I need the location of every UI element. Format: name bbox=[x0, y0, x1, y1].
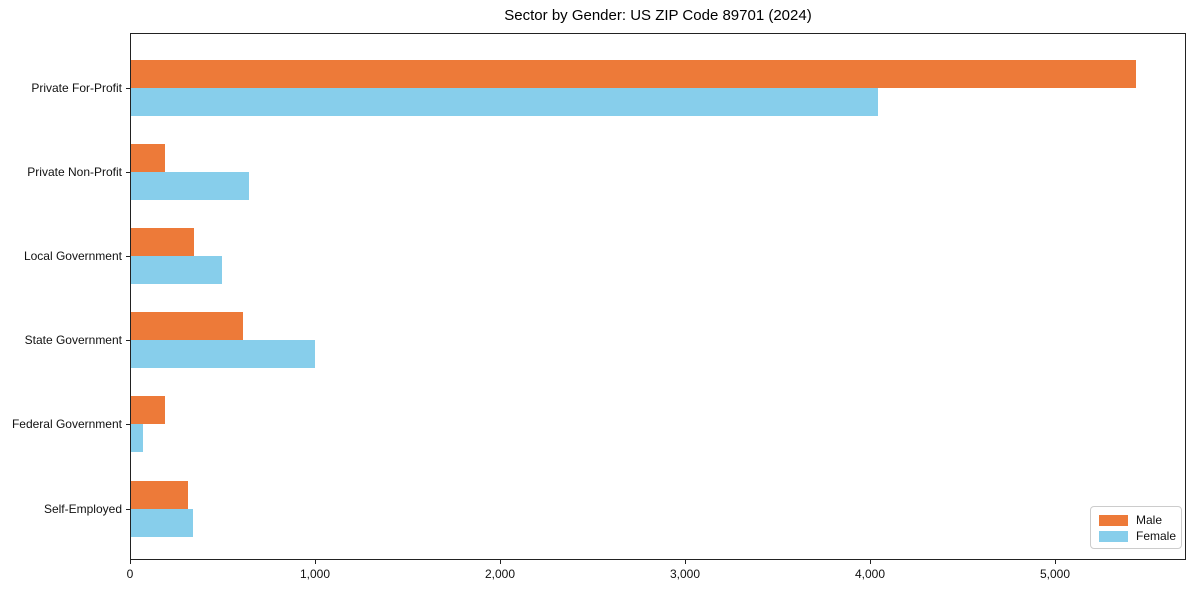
x-tick bbox=[870, 560, 871, 564]
legend-swatch-male bbox=[1099, 514, 1128, 526]
x-tick bbox=[130, 560, 131, 564]
y-tick bbox=[126, 424, 130, 426]
bar-male-local-government bbox=[131, 227, 194, 256]
y-tick bbox=[126, 171, 130, 173]
x-tick-label-5-000: 5,000 bbox=[1040, 567, 1071, 581]
x-tick bbox=[685, 560, 686, 564]
y-label-state-government: State Government bbox=[24, 333, 122, 348]
x-tick bbox=[500, 560, 501, 564]
bar-female-private-for-profit bbox=[131, 87, 878, 116]
y-tick bbox=[126, 340, 130, 342]
y-label-federal-government: Federal Government bbox=[11, 417, 122, 432]
bar-male-self-employed bbox=[131, 480, 188, 509]
bar-female-federal-government bbox=[131, 424, 143, 453]
bar-female-state-government bbox=[131, 340, 315, 369]
y-label-local-government: Local Government bbox=[23, 248, 122, 263]
x-tick-label-1-000: 1,000 bbox=[299, 567, 331, 581]
x-tick bbox=[1055, 560, 1057, 564]
bar-male-private-for-profit bbox=[131, 59, 1136, 88]
x-tick bbox=[315, 560, 316, 564]
y-label-self-employed: Self-Employed bbox=[43, 501, 122, 516]
x-tick-label-0: 0 bbox=[126, 567, 134, 581]
x-tick-label-4-000: 4,000 bbox=[854, 567, 886, 581]
plot-area bbox=[130, 33, 1186, 560]
x-tick-label-2-000: 2,000 bbox=[484, 567, 516, 581]
y-tick bbox=[126, 508, 130, 510]
bar-male-state-government bbox=[131, 312, 243, 341]
legend-label-female: Female bbox=[1136, 529, 1177, 543]
y-label-private-non-profit: Private Non-Profit bbox=[27, 164, 122, 179]
legend-entry-female: Female bbox=[1099, 528, 1181, 544]
bar-male-federal-government bbox=[131, 396, 165, 425]
x-tick-label-3-000: 3,000 bbox=[669, 567, 701, 581]
legend-entry-male: Male bbox=[1099, 512, 1181, 528]
legend: Male Female bbox=[1090, 506, 1182, 549]
chart-title: Sector by Gender: US ZIP Code 89701 (202… bbox=[504, 7, 812, 24]
legend-swatch-female bbox=[1099, 530, 1128, 542]
y-tick bbox=[126, 255, 130, 257]
bar-female-self-employed bbox=[131, 508, 193, 537]
bar-male-private-non-profit bbox=[131, 143, 165, 172]
legend-label-male: Male bbox=[1136, 513, 1163, 527]
bar-female-private-non-profit bbox=[131, 171, 249, 200]
bar-female-local-government bbox=[131, 255, 222, 284]
y-tick bbox=[126, 87, 130, 89]
y-label-private-for-profit: Private For-Profit bbox=[31, 80, 122, 95]
